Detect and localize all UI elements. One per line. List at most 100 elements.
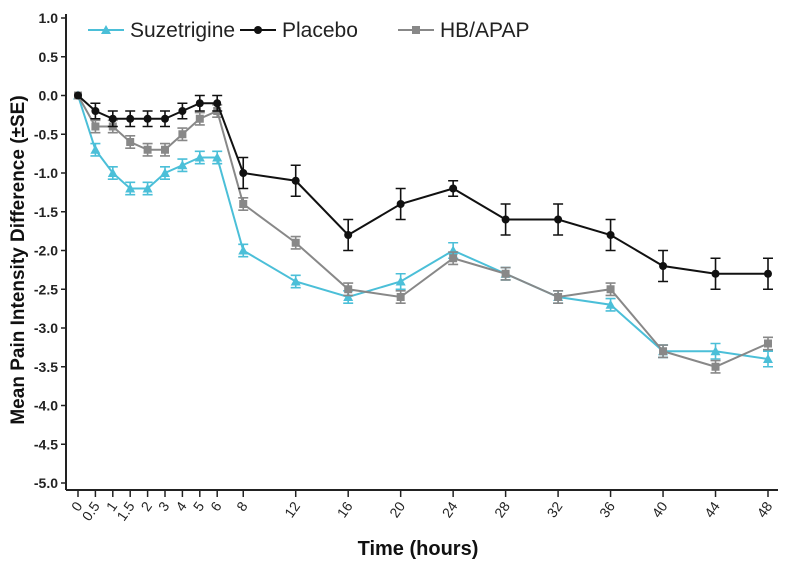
data-point <box>344 285 353 294</box>
data-point <box>125 183 136 193</box>
data-point <box>764 269 772 278</box>
data-point <box>606 285 615 294</box>
data-point <box>126 138 135 146</box>
data-point <box>194 152 205 162</box>
data-point <box>395 276 406 286</box>
y-tick-label: -3.0 <box>34 320 58 336</box>
x-axis-label: Time (hours) <box>358 538 479 560</box>
x-tick-label: 32 <box>544 498 566 520</box>
data-point <box>160 168 170 177</box>
legend-item: Placebo <box>240 19 358 42</box>
data-point <box>449 184 458 193</box>
y-tick-label: -5.0 <box>34 475 58 491</box>
data-point <box>143 114 152 123</box>
y-tick-label: -2.5 <box>34 281 58 297</box>
data-point <box>239 200 248 208</box>
series-suzetrigine <box>73 90 773 368</box>
data-point <box>161 114 169 123</box>
data-point <box>254 26 262 34</box>
y-tick-label: -1.5 <box>34 204 58 220</box>
data-point <box>161 145 169 154</box>
data-point <box>142 183 153 193</box>
x-tick-label: 20 <box>386 498 408 520</box>
x-tick-label: 4 <box>172 498 190 514</box>
x-tick-label: 6 <box>207 498 225 514</box>
data-point <box>501 215 510 224</box>
x-tick-label: 2 <box>137 498 155 514</box>
y-axis-label: Mean Pain Intensity Difference (±SE) <box>8 95 29 424</box>
series-placebo <box>74 91 773 291</box>
data-point <box>291 176 300 185</box>
data-point <box>344 231 353 239</box>
data-point <box>291 238 300 247</box>
data-point <box>763 354 773 363</box>
x-tick-label: 24 <box>439 498 461 520</box>
legend-label: Placebo <box>282 19 358 42</box>
x-tick-label: 5 <box>190 498 208 514</box>
x-tick-label: 44 <box>701 498 723 520</box>
y-tick-label: -0.5 <box>34 126 58 142</box>
x-tick-label: 3 <box>155 498 173 514</box>
data-point <box>343 292 354 301</box>
legend-label: HB/APAP <box>440 19 529 42</box>
series-line <box>77 95 769 360</box>
data-point <box>91 122 100 131</box>
data-point <box>101 25 111 34</box>
x-tick-label: 48 <box>753 498 775 520</box>
series-line <box>77 94 768 275</box>
data-point <box>195 99 204 108</box>
legend-label: Suzetrigine <box>130 19 235 42</box>
data-point <box>764 339 772 348</box>
data-point <box>710 346 721 356</box>
data-point <box>711 362 720 371</box>
y-tick-label: 0.0 <box>39 88 59 104</box>
data-point <box>91 107 100 115</box>
data-point <box>606 231 615 239</box>
legend-item: HB/APAP <box>398 19 529 42</box>
data-point <box>290 276 301 286</box>
y-tick-label: 0.5 <box>39 49 59 65</box>
data-point <box>449 254 458 263</box>
x-tick-label: 8 <box>233 498 251 514</box>
data-point <box>107 168 118 177</box>
data-point <box>659 262 668 270</box>
data-point <box>213 99 222 108</box>
x-tick-label: 28 <box>491 498 513 520</box>
y-tick-label: -2.0 <box>34 243 58 259</box>
data-point <box>659 347 668 356</box>
x-tick-label: 36 <box>596 498 618 520</box>
data-point <box>195 114 204 123</box>
x-tick-label: 16 <box>334 498 356 520</box>
data-point <box>238 245 249 255</box>
y-tick-label: -3.5 <box>34 359 58 375</box>
data-point <box>74 91 82 100</box>
data-point <box>605 299 616 309</box>
data-point <box>143 145 152 154</box>
y-tick-label: -4.0 <box>34 398 58 414</box>
y-tick-label: -1.0 <box>34 165 58 181</box>
data-point <box>711 269 720 278</box>
series-hbapap <box>74 91 773 374</box>
data-point <box>126 114 135 123</box>
data-point <box>178 130 187 139</box>
data-point <box>178 107 187 115</box>
data-point <box>396 200 405 208</box>
x-tick-label: 12 <box>281 498 303 520</box>
x-tick-label: 1.5 <box>113 498 137 523</box>
data-point <box>177 160 188 170</box>
data-point <box>239 169 248 177</box>
data-point <box>554 293 563 301</box>
data-point <box>501 269 510 278</box>
data-point <box>396 293 405 301</box>
x-tick-label: 0.5 <box>79 498 103 523</box>
data-point <box>554 215 563 224</box>
data-point <box>108 114 117 123</box>
data-point <box>412 26 420 34</box>
y-tick-label: -4.5 <box>34 436 58 452</box>
y-tick-label: 1.0 <box>39 10 59 26</box>
legend-item: Suzetrigine <box>88 19 235 42</box>
x-tick-label: 40 <box>648 498 670 520</box>
data-point <box>212 152 223 162</box>
